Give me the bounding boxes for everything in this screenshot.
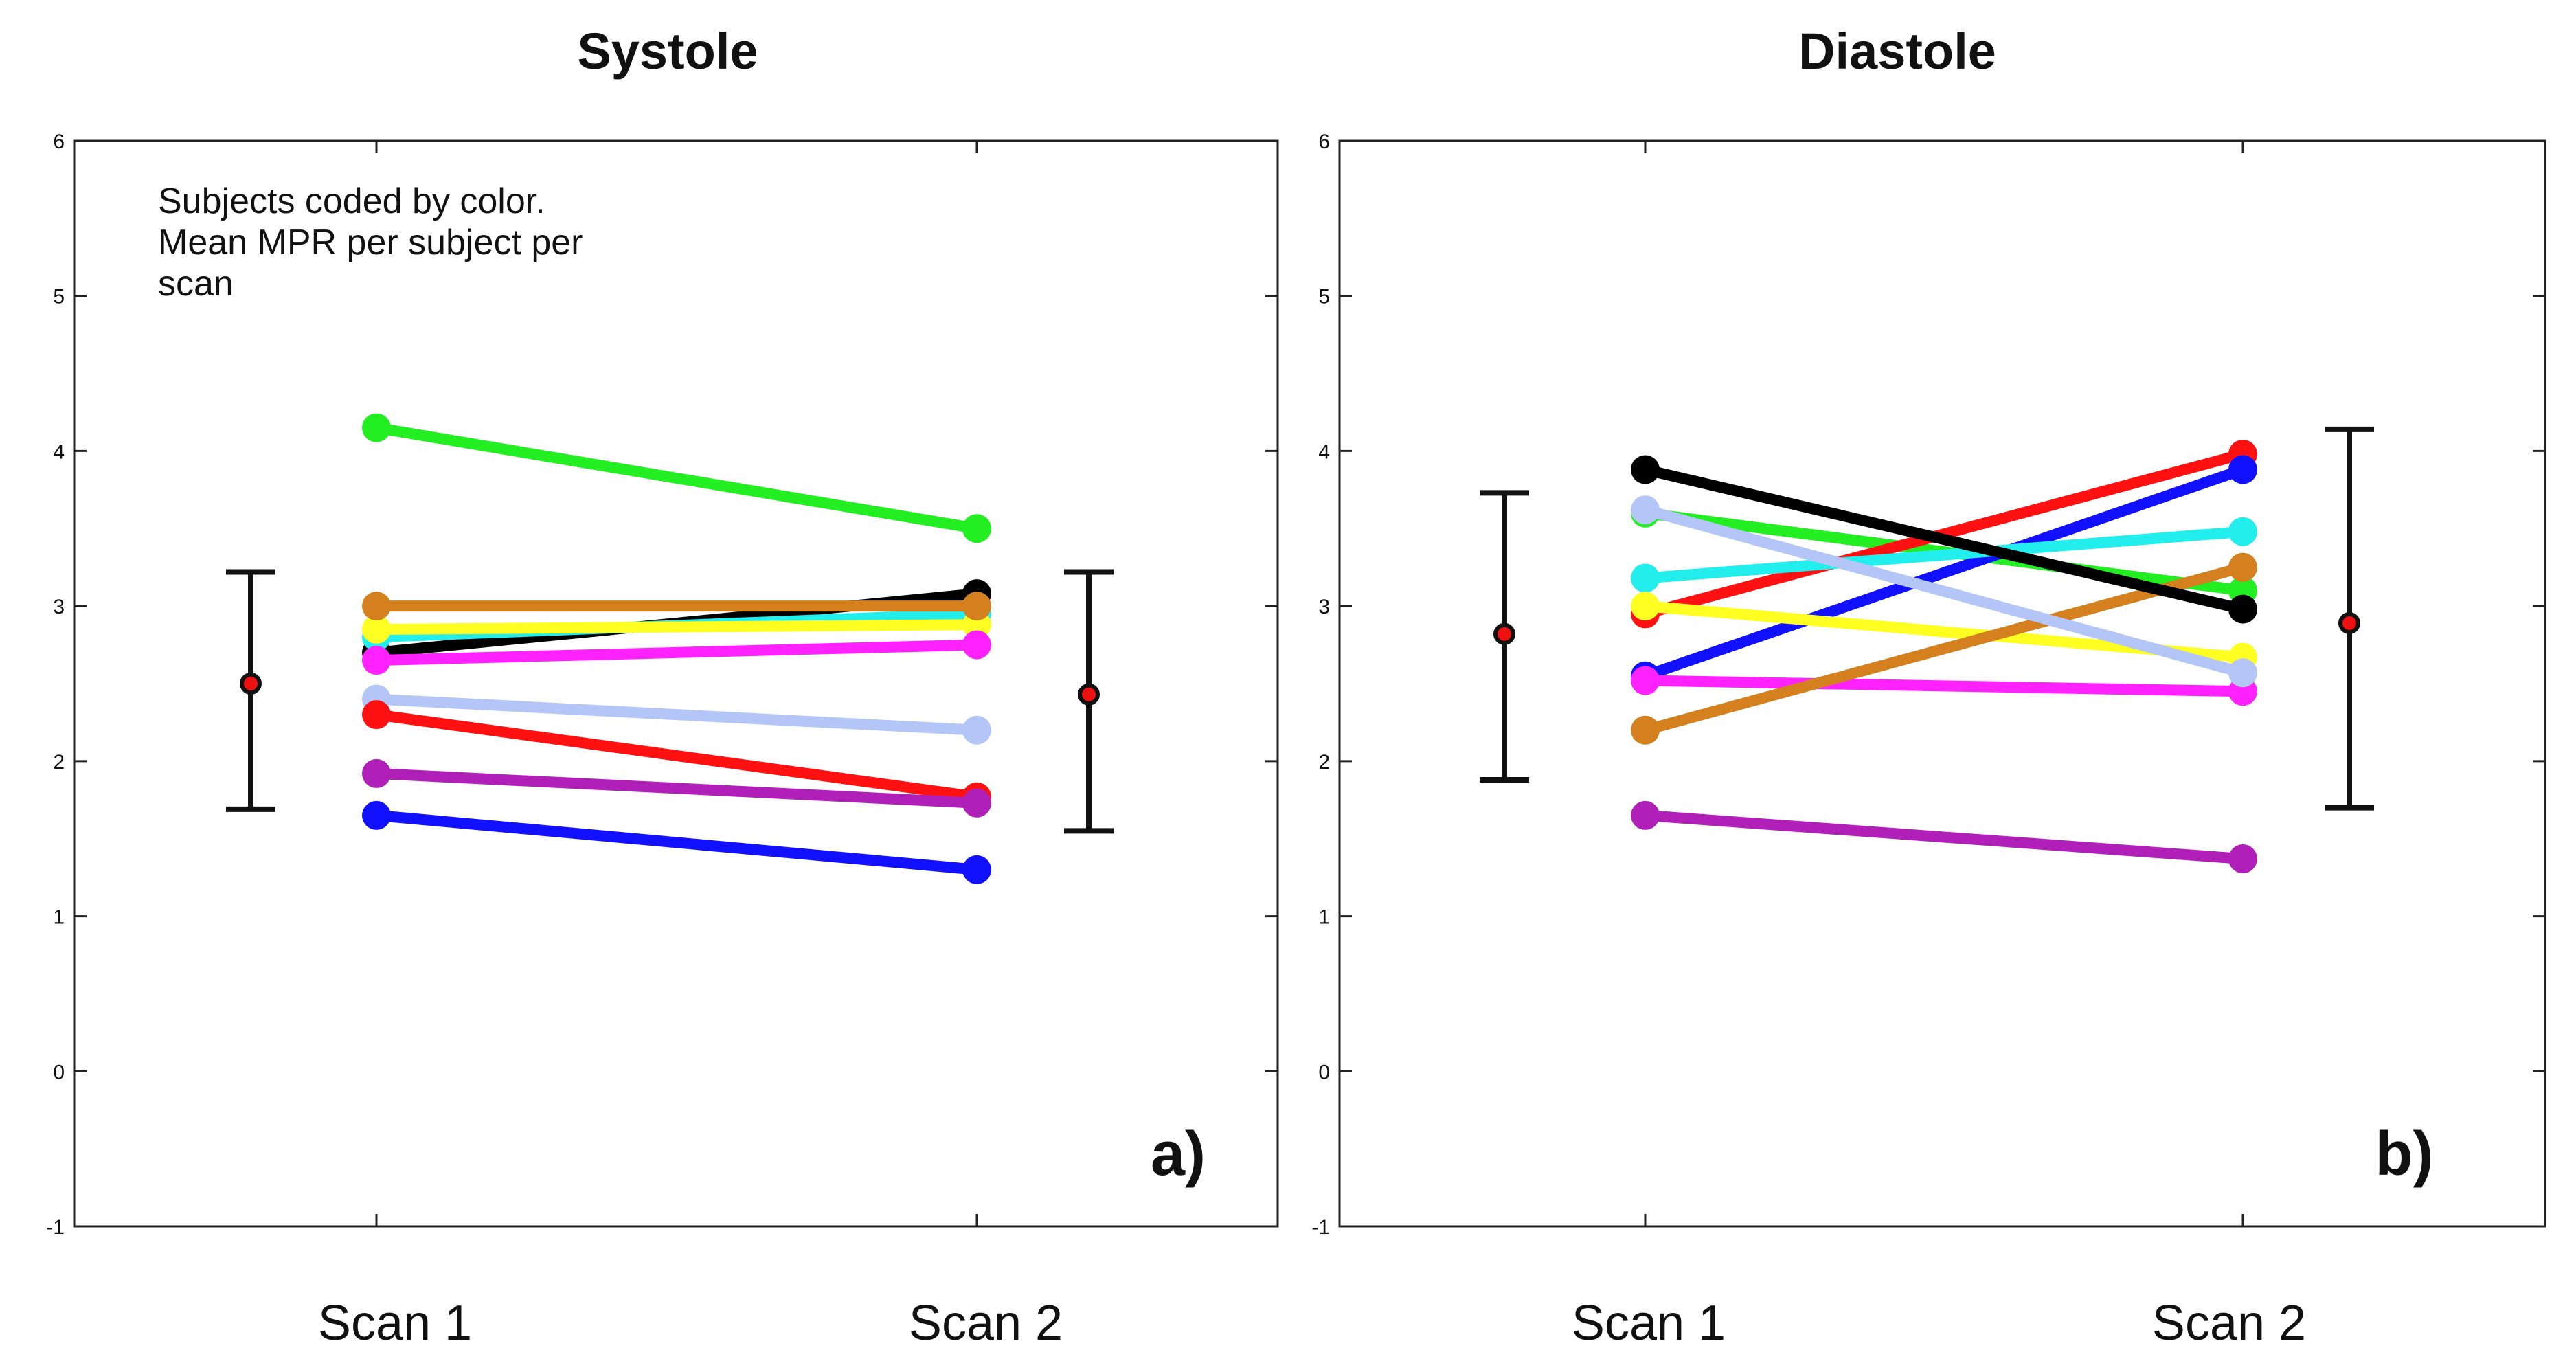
series-line-magenta — [1640, 675, 2248, 697]
y-tick-label: 4 — [1318, 440, 1330, 463]
y-tick-label: 6 — [1318, 131, 1330, 153]
data-point-blue — [2228, 455, 2257, 484]
data-point-magenta — [1631, 666, 1660, 695]
data-point-magenta — [362, 646, 391, 675]
data-point-orange — [962, 592, 991, 621]
y-tick-label: -1 — [46, 1216, 65, 1239]
data-point-orange — [1631, 715, 1660, 745]
data-point-black — [1631, 455, 1660, 484]
y-tick-label: 0 — [53, 1061, 65, 1083]
data-point-purple — [962, 788, 991, 818]
plot-area — [1338, 139, 2546, 1228]
mean-marker — [2338, 611, 2360, 634]
series-line-purple — [1640, 809, 2248, 865]
series-line-yellow — [371, 619, 982, 635]
mean-marker — [240, 673, 262, 695]
data-point-yellow — [362, 615, 391, 644]
annotation-line: Subjects coded by color. — [158, 181, 545, 221]
annotation-line: scan — [158, 264, 234, 304]
annotation-line: Mean MPR per subject per — [158, 223, 583, 262]
chart-title: Systole — [577, 23, 758, 80]
data-point-purple — [362, 758, 391, 788]
series-line-blue — [1640, 464, 2248, 682]
mean-marker — [1493, 622, 1515, 645]
data-point-magenta — [962, 630, 991, 660]
y-tick-label: -1 — [1311, 1216, 1330, 1239]
annotation: Subjects coded by color. Mean MPR per su… — [158, 181, 583, 304]
data-point-green — [962, 514, 991, 543]
data-point-light-blue — [962, 715, 991, 745]
chart-diastole: Diastole b) -1 0 1 2 3 4 5 6 Scan 1 Scan 2 — [1311, 23, 2546, 1351]
x-category-label: Scan 1 — [318, 1296, 472, 1351]
series-line-orange — [1640, 561, 2248, 736]
data-point-red — [362, 700, 391, 730]
data-point-blue — [362, 800, 391, 830]
panel-label: a) — [1151, 1120, 1206, 1189]
y-tick-label: 5 — [53, 286, 65, 308]
series-line-light-blue — [371, 693, 982, 736]
data-point-light-blue — [2228, 658, 2257, 688]
data-point-green — [362, 413, 391, 442]
data-point-purple — [2228, 844, 2257, 874]
y-tick-label: 3 — [53, 596, 65, 618]
x-category-label: Scan 1 — [1572, 1296, 1726, 1351]
data-point-cyan — [1631, 563, 1660, 593]
series-line-light-blue — [1640, 504, 2248, 679]
series-line-blue — [371, 809, 982, 875]
series-line-purple — [371, 767, 982, 809]
y-tick-label: 2 — [1318, 751, 1330, 774]
series-line-red — [371, 709, 982, 802]
data-point-light-blue — [1631, 495, 1660, 525]
panel-label: b) — [2375, 1120, 2434, 1189]
y-tick-label: 5 — [1318, 286, 1330, 308]
chart-title: Diastole — [1798, 23, 1996, 80]
data-point-purple — [1631, 800, 1660, 830]
data-point-black — [2228, 594, 2257, 624]
x-category-label: Scan 2 — [2152, 1296, 2306, 1351]
mean-marker — [1078, 683, 1100, 706]
y-tick-label: 6 — [53, 131, 65, 153]
series-line-magenta — [371, 639, 982, 666]
x-category-label: Scan 2 — [909, 1296, 1063, 1351]
y-tick-label: 3 — [1318, 596, 1330, 618]
chart-systole: Systole Subjects coded by color. Mean MP… — [46, 23, 1279, 1351]
data-point-orange — [362, 592, 391, 621]
y-tick-label: 1 — [53, 906, 65, 929]
y-tick-label: 0 — [1318, 1061, 1330, 1083]
y-tick-label: 4 — [53, 440, 65, 463]
series-line-black — [1640, 464, 2248, 615]
y-tick-label: 1 — [1318, 906, 1330, 929]
y-tick-label: 2 — [53, 751, 65, 774]
data-point-orange — [2228, 552, 2257, 582]
series-line-green — [371, 422, 982, 535]
plot-area — [73, 139, 1279, 1228]
data-point-yellow — [1631, 592, 1660, 621]
series-line-cyan — [1640, 526, 2248, 584]
data-point-cyan — [2228, 517, 2257, 546]
data-point-blue — [962, 855, 991, 884]
